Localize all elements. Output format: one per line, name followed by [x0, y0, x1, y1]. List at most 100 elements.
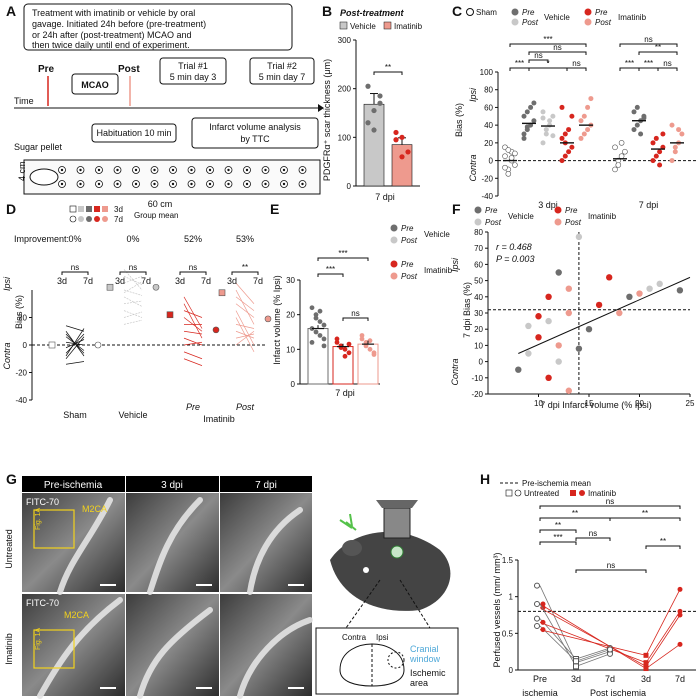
f-x-tick-label: 15	[585, 399, 594, 408]
c-point	[559, 158, 565, 164]
c-point	[638, 131, 644, 137]
pellet-dot	[116, 168, 119, 172]
d-y-tick-label: -40	[15, 396, 27, 405]
h-sig-8: ns	[607, 561, 615, 570]
corridor	[23, 159, 321, 195]
e-sig-2-bracket	[317, 273, 344, 277]
e-point	[313, 329, 319, 335]
c-point	[540, 109, 546, 115]
e-point	[367, 346, 373, 352]
trial-2-box	[249, 57, 315, 85]
d-subject-line	[183, 358, 203, 366]
e-point	[346, 350, 352, 356]
e-sig-3-bracket	[342, 317, 369, 321]
d-subject-line	[65, 325, 85, 332]
f-point	[676, 287, 684, 294]
h-x-tick-label: Pre	[533, 674, 547, 684]
mouse-eye	[363, 567, 369, 573]
d-tick-3d: 3d	[115, 276, 125, 286]
legend-sham: Sham	[476, 8, 497, 17]
treatment-line-4: then twice daily until end of experiment…	[32, 40, 190, 50]
d-subject-line	[235, 303, 255, 318]
c-point	[585, 104, 591, 110]
d-sig: **	[242, 263, 248, 272]
h-sig-2-bracket	[539, 517, 611, 521]
legend-c-vehicle: Vehicle	[544, 13, 570, 22]
infarct-line-1: Infarct volume analysis	[209, 122, 301, 132]
trial-1-sub: 5 min day 3	[170, 72, 217, 82]
c-group-label: 3 dpi	[538, 200, 558, 210]
time-arrowhead	[318, 104, 324, 112]
habituation-box	[91, 123, 177, 143]
d-group-vehicle: Vehicle	[118, 410, 147, 420]
d-subject-line	[65, 333, 85, 354]
fig-ref-imatinib: Fig. 1A	[35, 627, 42, 650]
c-point	[618, 153, 625, 159]
c-point	[669, 122, 675, 128]
legend-f-post: Post	[485, 218, 502, 227]
e-point	[321, 336, 327, 342]
e-point	[367, 338, 373, 344]
legend-imatinib: Imatinib	[394, 22, 423, 31]
b-point	[393, 129, 399, 136]
c-point	[653, 153, 659, 159]
c-point	[672, 149, 678, 155]
legend-e-post-vehicle	[390, 236, 398, 244]
d-mean-3d	[166, 311, 174, 319]
c-sig-7dpi-2-bracket	[638, 67, 659, 71]
trial-2-title: Trial #2	[267, 61, 297, 71]
h-untreated-pre-point	[534, 582, 540, 589]
c-sig-top-1: ***	[543, 35, 552, 44]
d-subject-line	[183, 330, 203, 335]
f-y-tick-label: 80	[474, 228, 483, 237]
legend-c-post: Post	[522, 18, 539, 27]
roi-box-imatinib	[33, 629, 75, 669]
d-subject-line	[123, 269, 143, 291]
d-subject-line	[123, 300, 143, 305]
d-subject-line	[235, 333, 255, 339]
panel-e-xlabel: 7 dpi	[335, 388, 355, 398]
c-point	[618, 140, 625, 146]
panel-c: Sham Pre Post Vehicle Pre Post Imatinib …	[454, 8, 696, 210]
d-subject-line	[235, 289, 255, 325]
e-point	[342, 346, 348, 352]
mouse-ear	[342, 540, 362, 556]
pellet-dot	[282, 182, 286, 186]
col-header-pre-bg	[22, 476, 125, 492]
f-point	[565, 387, 572, 394]
image-untreated-3dpi	[126, 493, 219, 592]
c-point	[508, 155, 515, 161]
f-x-tick-label: 25	[686, 399, 695, 408]
brain-ipsi: Ipsi	[376, 633, 389, 642]
c-sig-3dpi-2: *	[546, 59, 549, 68]
ischemic-area-label-1: Ischemic	[410, 668, 446, 678]
c-point	[660, 131, 666, 137]
panel-d-contra: Contra	[2, 342, 12, 369]
ischemic-area-outline	[387, 651, 405, 669]
legend-h-untreated-sq	[505, 489, 513, 497]
c-point	[524, 109, 530, 115]
c-point	[528, 104, 534, 110]
d-sub-post: Post	[236, 402, 255, 412]
sugar-label: Sugar pellet	[14, 142, 63, 152]
d-y-tick-label: 20	[18, 314, 27, 323]
d-sig-bracket	[61, 271, 89, 275]
c-point	[569, 113, 575, 119]
h-sig-8-bracket	[575, 569, 647, 573]
panel-label-g: G	[6, 471, 17, 487]
legend-d-3d-red	[94, 206, 100, 212]
d-tick-7d: 7d	[253, 276, 263, 286]
b-sig: **	[385, 63, 391, 72]
f-y-tick-label: 60	[474, 260, 483, 269]
legend-f-post-imatinib	[554, 218, 562, 226]
d-subject-line	[123, 296, 143, 307]
f-y-tick-label: 0	[479, 358, 484, 367]
f-y-tick-label: 50	[474, 277, 483, 286]
c-point	[578, 118, 584, 124]
e-y-tick-label: 10	[286, 345, 295, 354]
c-sig-7dpi-3: ns	[663, 59, 671, 68]
brain-contra: Contra	[342, 633, 367, 642]
legend-f-pre: Pre	[485, 206, 498, 215]
mcao-box	[71, 73, 119, 95]
pellet-dot	[134, 168, 138, 172]
